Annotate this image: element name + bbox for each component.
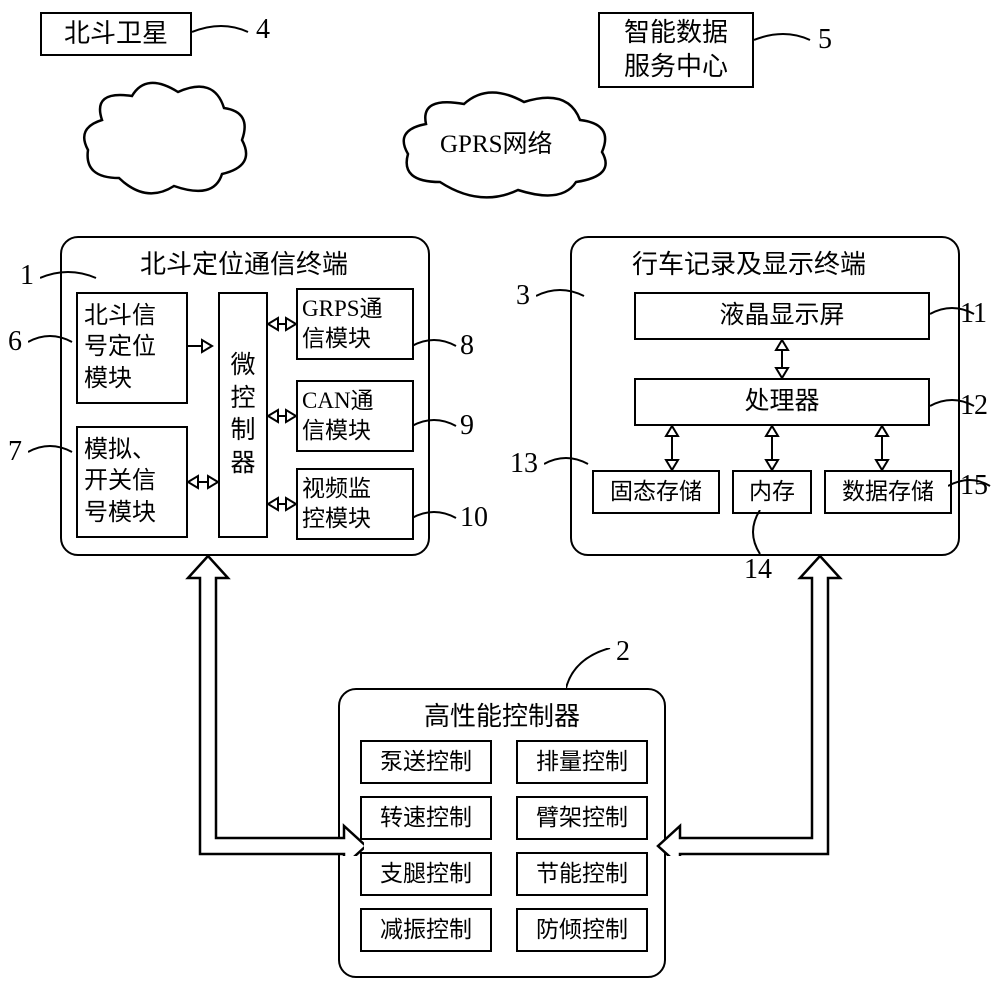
num-6: 6 <box>8 326 22 358</box>
leader-13 <box>544 452 590 478</box>
leader-8 <box>412 334 458 360</box>
num-15: 15 <box>960 470 988 502</box>
leader-14 <box>746 510 776 556</box>
leader-3 <box>536 284 586 310</box>
num-12: 12 <box>960 390 988 422</box>
leader-7 <box>28 440 74 466</box>
controller-2-panel: 高性能控制器 泵送控制排量控制转速控制臂架控制支腿控制节能控制减振控制防倾控制 <box>338 688 666 978</box>
leader-9 <box>412 414 458 440</box>
controller-item: 节能控制 <box>516 852 648 896</box>
controller-item: 防倾控制 <box>516 908 648 952</box>
num-3: 3 <box>516 280 530 312</box>
controller-item: 泵送控制 <box>360 740 492 784</box>
leader-2 <box>566 648 616 692</box>
leader-4 <box>192 18 252 48</box>
controller-item: 减振控制 <box>360 908 492 952</box>
t1-inner-arrows <box>62 238 432 558</box>
num-8: 8 <box>460 330 474 362</box>
num-13: 13 <box>510 448 538 480</box>
leader-1 <box>40 264 100 294</box>
beidou-satellite-label: 北斗卫星 <box>64 17 168 51</box>
controller-items-grid: 泵送控制排量控制转速控制臂架控制支腿控制节能控制减振控制防倾控制 <box>360 740 648 952</box>
controller-2-title: 高性能控制器 <box>424 700 580 734</box>
leader-10 <box>412 506 458 532</box>
beidou-satellite-box: 北斗卫星 <box>40 12 192 56</box>
controller-item: 转速控制 <box>360 796 492 840</box>
controller-item: 排量控制 <box>516 740 648 784</box>
num-2: 2 <box>616 636 630 668</box>
gprs-cloud-label: GPRS网络 <box>440 124 553 160</box>
cloud-left <box>74 78 254 208</box>
terminal-3-panel: 行车记录及显示终端 液晶显示屏 处理器 固态存储 内存 数据存储 <box>570 236 960 556</box>
big-arrow-left <box>164 556 364 856</box>
num-7: 7 <box>8 436 22 468</box>
big-arrow-right <box>648 556 868 856</box>
terminal-1-panel: 北斗定位通信终端 微 控 制 器 北斗信 号定位 模块 模拟、 开关信 号模块 … <box>60 236 430 556</box>
num-10: 10 <box>460 502 488 534</box>
leader-6 <box>28 330 74 356</box>
leader-5 <box>754 26 814 56</box>
num-4: 4 <box>256 14 270 46</box>
num-1: 1 <box>20 260 34 292</box>
num-9: 9 <box>460 410 474 442</box>
data-center-box: 智能数据 服务中心 <box>598 12 754 88</box>
num-11: 11 <box>960 298 987 330</box>
data-center-label: 智能数据 服务中心 <box>624 16 728 84</box>
num-5: 5 <box>818 24 832 56</box>
controller-item: 臂架控制 <box>516 796 648 840</box>
controller-item: 支腿控制 <box>360 852 492 896</box>
